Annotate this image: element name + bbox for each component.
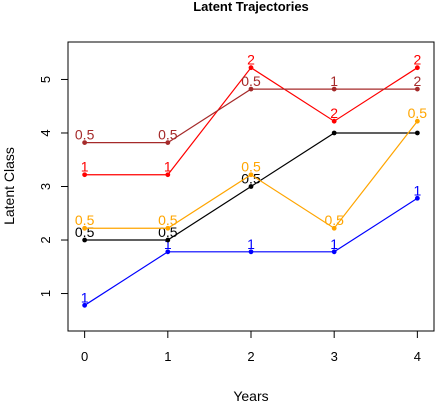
- data-label: 2: [413, 73, 421, 89]
- x-tick-label: 3: [331, 349, 338, 364]
- data-label: 1: [164, 159, 172, 175]
- data-point: [82, 302, 88, 308]
- series-1: 1 1 1 1 1: [81, 182, 421, 308]
- data-point: [248, 86, 254, 92]
- x-tick-label: 2: [247, 349, 254, 364]
- x-axis-label: Years: [233, 388, 268, 402]
- data-point: [165, 140, 171, 146]
- data-label: 0.5: [241, 73, 261, 89]
- data-label: 2: [330, 105, 338, 121]
- data-label: 1: [330, 73, 338, 89]
- y-tick-label: 2: [38, 236, 53, 243]
- data-point: [331, 249, 337, 255]
- y-tick-label: 4: [38, 129, 53, 136]
- data-point: [82, 237, 88, 243]
- y-tick-label: 5: [38, 76, 53, 83]
- data-label: 0.5: [408, 105, 428, 121]
- data-label: 1: [164, 236, 172, 252]
- data-point: [331, 118, 337, 124]
- data-label: 1: [413, 182, 421, 198]
- x-tick-label: 1: [164, 349, 171, 364]
- data-label: 0.5: [241, 159, 261, 175]
- data-point: [414, 65, 420, 71]
- data-point: [248, 249, 254, 255]
- data-point: [414, 86, 420, 92]
- data-label: 0.5: [158, 212, 178, 228]
- y-tick-label: 3: [38, 183, 53, 190]
- x-axis: 0 1 2 3 4: [81, 331, 421, 364]
- series-4: 1 1 2 2 2: [81, 52, 421, 178]
- data-point: [82, 225, 88, 231]
- y-axis: 1 2 3 4 5: [38, 76, 68, 297]
- data-point: [165, 225, 171, 231]
- data-label: 1: [330, 236, 338, 252]
- data-label: 2: [247, 52, 255, 68]
- data-point: [331, 86, 337, 92]
- data-label: 0.5: [158, 127, 178, 143]
- data-label: 1: [81, 159, 89, 175]
- data-point: [414, 195, 420, 201]
- data-point: [165, 249, 171, 255]
- data-point: [331, 225, 337, 231]
- data-point: [331, 130, 337, 136]
- data-point: [414, 118, 420, 124]
- data-label: 0.5: [241, 171, 261, 187]
- x-tick-label: 4: [414, 349, 421, 364]
- y-tick-label: 1: [38, 290, 53, 297]
- data-point: [248, 65, 254, 71]
- series-2: 0.5 0.50.5: [75, 130, 420, 243]
- data-label: 1: [81, 289, 89, 305]
- data-point: [165, 237, 171, 243]
- series-line: [84, 88, 418, 144]
- data-point: [414, 130, 420, 136]
- data-point: [82, 172, 88, 178]
- chart-title: Latent Trajectories: [193, 0, 309, 14]
- data-label: 0.5: [75, 127, 95, 143]
- data-point: [165, 172, 171, 178]
- series-3: 0.5 0.50.50.50.5: [75, 105, 428, 231]
- data-point: [248, 184, 254, 189]
- series-5: 0.5 0.5 0.5 1 2: [75, 73, 421, 146]
- data-point: [248, 172, 254, 178]
- data-point: [82, 140, 88, 146]
- data-label: 2: [413, 52, 421, 68]
- data-label: 0.5: [324, 212, 344, 228]
- y-axis-label: Latent Class: [1, 147, 17, 225]
- x-tick-label: 0: [81, 349, 88, 364]
- data-label: 0.5: [75, 212, 95, 228]
- data-label: 1: [247, 236, 255, 252]
